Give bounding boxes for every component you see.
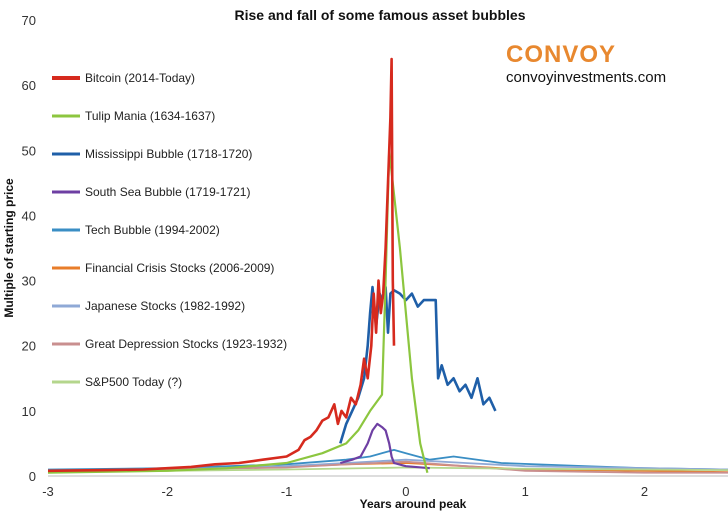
legend-label: S&P500 Today (?)	[85, 375, 182, 389]
y-axis-label: Multiple of starting price	[2, 178, 16, 318]
y-tick-label: 50	[22, 143, 36, 158]
x-ticks: -3 -2 -1 0 1 2	[42, 484, 648, 499]
legend-label: South Sea Bubble (1719-1721)	[85, 185, 250, 199]
series-line	[47, 149, 429, 474]
legend-label: Bitcoin (2014-Today)	[85, 71, 195, 85]
legend-label: Financial Crisis Stocks (2006-2009)	[85, 261, 274, 275]
x-axis-label: Years around peak	[360, 497, 467, 511]
chart-title: Rise and fall of some famous asset bubbl…	[235, 7, 526, 23]
legend-label: Tulip Mania (1634-1637)	[85, 109, 215, 123]
y-ticks: 0 10 20 30 40 50 60 70	[22, 13, 36, 484]
legend-label: Tech Bubble (1994-2002)	[85, 223, 220, 237]
series-lines	[47, 57, 728, 474]
y-tick-label: 30	[22, 274, 36, 289]
brand-name: CONVOY	[506, 41, 616, 68]
legend-label: Mississippi Bubble (1718-1720)	[85, 147, 252, 161]
legend: Bitcoin (2014-Today) Tulip Mania (1634-16…	[52, 71, 287, 389]
x-tick-label: 1	[522, 484, 529, 499]
y-tick-label: 70	[22, 13, 36, 28]
series-line	[339, 285, 497, 444]
x-tick-label: -3	[42, 484, 54, 499]
series-line	[340, 422, 430, 470]
x-tick-label: -1	[281, 484, 293, 499]
y-tick-label: 40	[22, 208, 36, 223]
x-tick-label: 0	[402, 484, 409, 499]
x-tick-label: -2	[162, 484, 174, 499]
series-line	[47, 449, 728, 471]
legend-label: Japanese Stocks (1982-1992)	[85, 299, 245, 313]
y-tick-label: 0	[29, 469, 36, 484]
brand-block: CONVOY convoyinvestments.com	[506, 41, 666, 86]
y-tick-label: 20	[22, 339, 36, 354]
y-tick-label: 10	[22, 404, 36, 419]
legend-label: Great Depression Stocks (1923-1932)	[85, 337, 287, 351]
x-tick-label: 2	[641, 484, 648, 499]
y-tick-label: 60	[22, 78, 36, 93]
series-line	[47, 57, 396, 473]
brand-url: convoyinvestments.com	[506, 69, 666, 86]
